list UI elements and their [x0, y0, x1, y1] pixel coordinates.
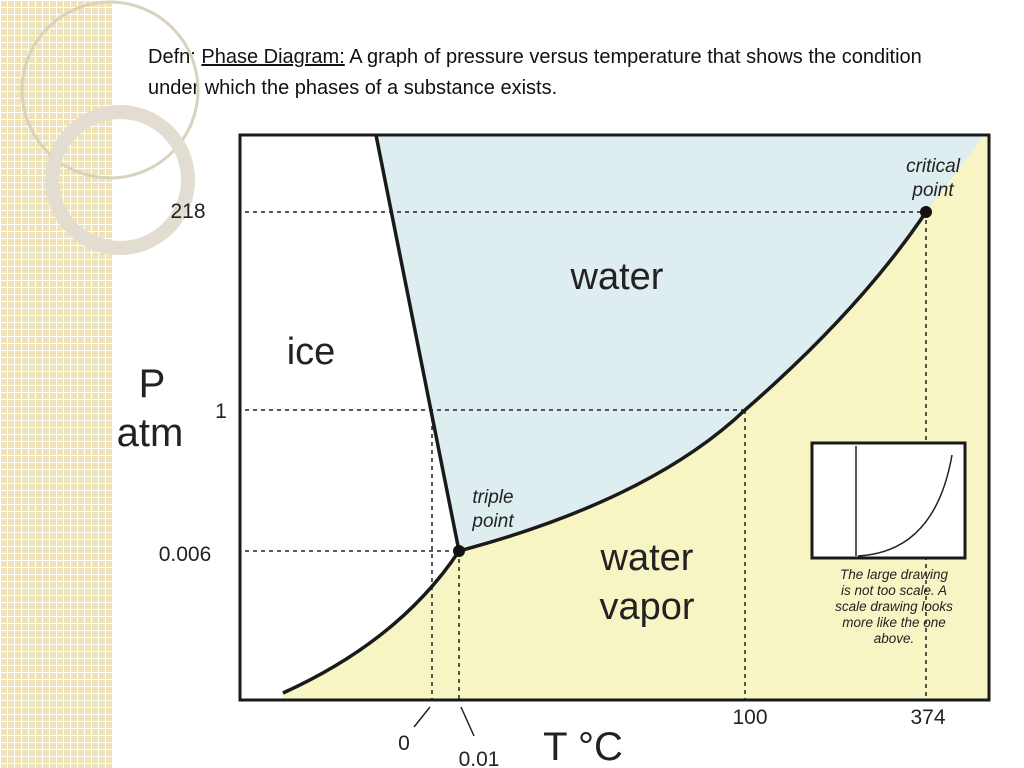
region-label: ice	[287, 331, 336, 373]
y-axis-label: atm	[117, 411, 184, 455]
triple-point	[453, 545, 465, 557]
inset-note: above.	[874, 631, 915, 646]
water-region	[376, 135, 985, 551]
x-tick-label: 0	[398, 732, 410, 755]
y-tick-label: 1	[215, 400, 227, 423]
decor-circle	[20, 0, 200, 180]
x-tick-label: 100	[732, 706, 767, 729]
tick-pointer	[460, 706, 475, 737]
definition: Defn: Phase Diagram: A graph of pressure…	[148, 42, 978, 104]
y-tick-label: 218	[170, 200, 205, 223]
point-label: triple	[472, 487, 513, 508]
x-tick-label: 374	[910, 706, 945, 729]
term-link: Phase Diagram:	[201, 46, 345, 68]
point-label: point	[471, 511, 514, 532]
point-label: point	[911, 180, 954, 201]
inset-note: The large drawing	[840, 567, 949, 582]
point-label: critical	[906, 156, 961, 177]
boiling-curve	[458, 211, 928, 553]
tick-pointer	[413, 706, 431, 728]
term: Defn:	[148, 46, 196, 68]
y-axis-label: P	[139, 362, 166, 406]
inset-frame	[810, 441, 967, 560]
region-label: vapor	[599, 586, 694, 628]
sublimation-curve	[282, 550, 461, 695]
inset-note: scale drawing looks	[835, 599, 953, 614]
plot-frame	[238, 133, 991, 702]
region-label: water	[600, 537, 694, 579]
decor-circle	[45, 105, 195, 255]
inset-note: is not too scale. A	[841, 583, 947, 598]
x-tick-label: 0.01	[459, 748, 500, 768]
x-axis-label: T °C	[543, 725, 623, 768]
definition-text: A graph of pressure versus temperature t…	[148, 46, 922, 99]
inset-curve	[857, 454, 953, 557]
y-tick-label: 0.006	[159, 543, 212, 566]
inset-note: more like the one	[842, 615, 946, 630]
melting-curve	[374, 134, 461, 552]
critical-point	[920, 206, 932, 218]
decorative-strip	[0, 0, 112, 768]
region-label: water	[570, 256, 664, 298]
